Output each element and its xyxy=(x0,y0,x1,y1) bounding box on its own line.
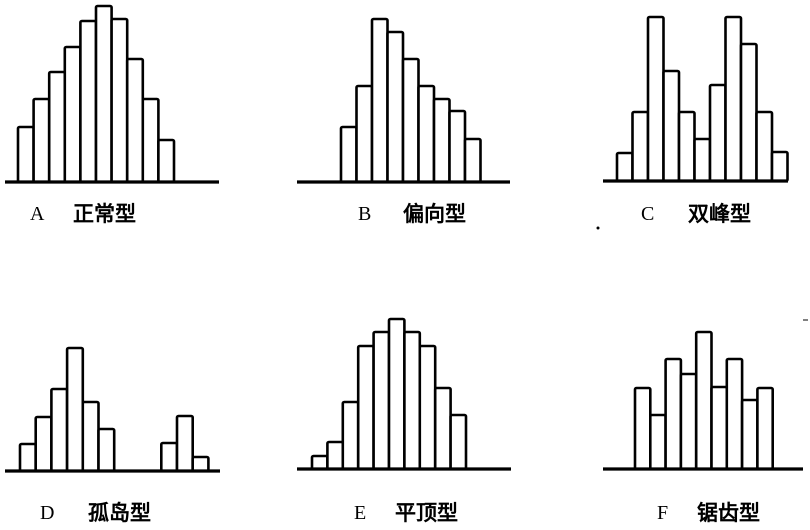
panel-a-bar xyxy=(94,4,113,184)
panel-a-letter: A xyxy=(30,203,45,225)
panel-c-bar xyxy=(770,150,789,183)
panel-b-bar xyxy=(339,125,358,184)
panel-c-bar xyxy=(646,15,665,183)
panel-c-name: 双峰型 xyxy=(688,202,751,226)
panel-d-bar xyxy=(18,442,37,473)
panel-b-bar xyxy=(463,137,482,184)
panel-d-bar xyxy=(65,346,85,473)
panel-c-bar xyxy=(662,69,681,183)
panel-e-bar xyxy=(310,454,329,471)
panel-f-bar xyxy=(756,386,775,471)
panel-c-bar xyxy=(631,110,650,183)
panel-a-bar xyxy=(110,17,129,184)
panel-d-bar xyxy=(175,414,194,473)
panel-b-bar xyxy=(401,57,420,184)
panel-e-bar xyxy=(372,330,391,471)
panel-e-bar xyxy=(356,344,375,471)
panel-f-bar xyxy=(664,357,683,471)
panel-e-letter: E xyxy=(354,502,366,524)
panel-a-bar xyxy=(32,97,51,184)
panel-b-bar xyxy=(417,84,436,184)
panel-f: F 锯齿型 xyxy=(603,319,808,525)
panel-d-bar xyxy=(191,455,210,473)
panel-e-bars xyxy=(310,317,468,471)
panel-b-name: 偏向型 xyxy=(403,202,466,226)
panel-e-bar xyxy=(387,317,406,471)
stray-dot xyxy=(596,226,600,230)
panel-e-bar xyxy=(403,330,422,471)
panel-f-bar xyxy=(740,398,759,471)
panel-c-letter: C xyxy=(641,203,654,225)
panel-c-bars xyxy=(615,15,789,183)
panel-c-bar xyxy=(708,83,727,183)
panel-f-name: 锯齿型 xyxy=(697,501,760,525)
panel-e-bar xyxy=(418,344,437,471)
panel-e-bar xyxy=(341,400,360,471)
panel-b-bar xyxy=(370,17,389,184)
panel-e-bar xyxy=(433,386,452,471)
panel-f-letter: F xyxy=(657,502,668,524)
panel-a-bar xyxy=(79,19,98,184)
panel-b-bars xyxy=(339,17,482,184)
panel-c: C 双峰型 xyxy=(596,15,789,230)
panel-d-bar xyxy=(160,441,179,473)
panel-b-bar xyxy=(448,109,467,184)
panel-f-bar xyxy=(694,330,713,471)
panel-e: E 平顶型 xyxy=(297,317,511,525)
panel-e-bar xyxy=(449,413,468,471)
panel-f-bar xyxy=(679,372,698,471)
panel-a-bar xyxy=(47,70,67,184)
panel-a-bar xyxy=(16,125,35,184)
panel-f-bar xyxy=(710,385,729,471)
panel-f-bar xyxy=(648,413,667,471)
panel-c-bar xyxy=(755,110,774,183)
panel-a-bar xyxy=(157,138,176,184)
panel-c-bar xyxy=(677,110,696,183)
panel-c-bar xyxy=(693,137,712,183)
panel-d: D 孤岛型 xyxy=(5,346,220,525)
panel-f-bar xyxy=(633,386,652,471)
panel-d-name: 孤岛型 xyxy=(88,501,151,525)
panel-d-bars xyxy=(18,346,210,473)
panel-b-bar xyxy=(386,30,405,184)
panel-d-bar xyxy=(34,415,53,473)
panel-c-bar xyxy=(724,15,743,183)
panel-e-name: 平顶型 xyxy=(395,501,458,525)
panel-a-bar xyxy=(63,45,82,184)
panel-d-letter: D xyxy=(40,502,54,524)
panel-d-bar xyxy=(81,400,100,473)
panel-b: B 偏向型 xyxy=(297,17,510,226)
panel-d-bar xyxy=(50,387,69,473)
panel-a: A 正常型 xyxy=(5,4,219,226)
panel-c-bar xyxy=(739,42,758,183)
panel-c-bar xyxy=(615,151,634,183)
panel-e-bar xyxy=(326,440,345,471)
panel-f-bar xyxy=(725,357,744,471)
panel-d-bar xyxy=(97,427,116,473)
panel-a-bars xyxy=(16,4,176,184)
panel-b-bar xyxy=(432,97,451,184)
panel-a-bar xyxy=(141,97,160,184)
panel-a-name: 正常型 xyxy=(73,202,136,226)
panel-b-letter: B xyxy=(358,203,371,225)
panel-b-bar xyxy=(355,84,374,184)
panel-a-bar xyxy=(125,57,145,184)
panel-f-bars xyxy=(633,330,775,471)
